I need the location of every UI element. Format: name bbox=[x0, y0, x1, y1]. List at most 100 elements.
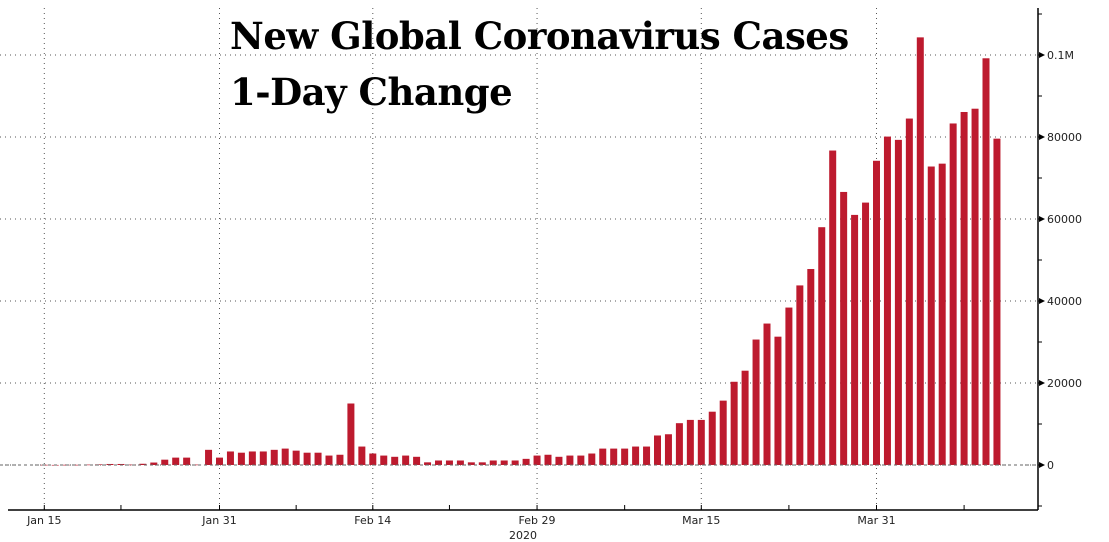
bar bbox=[194, 464, 202, 466]
bar bbox=[183, 457, 191, 465]
bar bbox=[478, 462, 486, 465]
bar bbox=[73, 464, 81, 466]
bar bbox=[993, 138, 1001, 465]
bar bbox=[916, 37, 924, 466]
bar bbox=[807, 269, 815, 465]
bar bbox=[643, 446, 651, 465]
bar bbox=[851, 214, 859, 465]
bar bbox=[281, 448, 289, 465]
y-axis-labels: 0 20000 40000 60000 80000 0.1M bbox=[1039, 49, 1082, 472]
bar bbox=[533, 455, 541, 465]
bar bbox=[971, 108, 979, 466]
y-tick-label: 40000 bbox=[1047, 295, 1082, 308]
bar bbox=[314, 452, 322, 465]
chart-subtitle: 1-Day Change bbox=[230, 70, 513, 114]
bar bbox=[259, 451, 267, 465]
bar bbox=[555, 456, 563, 465]
bar bbox=[588, 453, 596, 465]
y-tick-arrow-icon bbox=[1039, 52, 1045, 58]
bar bbox=[708, 411, 716, 465]
bar bbox=[796, 285, 804, 465]
bar bbox=[697, 419, 705, 465]
bar bbox=[632, 446, 640, 465]
chart-title: New Global Coronavirus Cases bbox=[230, 14, 849, 58]
bar bbox=[905, 118, 913, 466]
bar bbox=[982, 58, 990, 465]
y-tick-label: 60000 bbox=[1047, 213, 1082, 226]
bar bbox=[511, 460, 519, 465]
bar bbox=[675, 423, 683, 465]
bar bbox=[325, 455, 333, 465]
bar bbox=[424, 462, 432, 465]
bar bbox=[730, 381, 738, 465]
bar bbox=[577, 455, 585, 465]
bar bbox=[467, 462, 475, 465]
bar bbox=[883, 136, 891, 465]
bars bbox=[40, 37, 1001, 466]
bar bbox=[369, 453, 377, 465]
bar bbox=[840, 191, 848, 465]
bar bbox=[873, 160, 880, 465]
bar bbox=[741, 370, 749, 465]
bar bbox=[128, 464, 136, 466]
bar bbox=[205, 449, 213, 465]
bar bbox=[237, 452, 245, 465]
bar bbox=[686, 419, 694, 465]
bar bbox=[402, 455, 410, 465]
x-tick-label: Mar 15 bbox=[682, 514, 720, 527]
bar bbox=[292, 450, 300, 465]
bar bbox=[774, 336, 782, 465]
x-tick-label: Jan 31 bbox=[201, 514, 236, 527]
bar bbox=[894, 139, 902, 465]
year-label: 2020 bbox=[509, 529, 537, 542]
bar bbox=[818, 227, 826, 465]
x-tick-label: Feb 14 bbox=[354, 514, 391, 527]
bar bbox=[522, 458, 530, 465]
bar bbox=[347, 403, 355, 465]
bar bbox=[216, 457, 223, 465]
bar bbox=[226, 451, 234, 465]
y-tick-arrow-icon bbox=[1039, 134, 1045, 140]
bar bbox=[621, 448, 629, 465]
x-tick-label: Mar 31 bbox=[857, 514, 895, 527]
y-tick-arrow-icon bbox=[1039, 216, 1045, 222]
bar bbox=[610, 448, 618, 465]
bar bbox=[719, 400, 727, 465]
bar bbox=[862, 202, 870, 465]
y-tick-arrow-icon bbox=[1039, 298, 1045, 304]
bar bbox=[413, 456, 421, 465]
bar bbox=[150, 462, 158, 465]
bar bbox=[303, 452, 311, 465]
bar bbox=[172, 457, 180, 465]
x-axis-labels: Jan 15 Jan 31 Feb 14 Feb 29 Mar 15 Mar 31 bbox=[26, 514, 896, 527]
bar bbox=[117, 463, 125, 465]
bar bbox=[654, 435, 661, 465]
bar bbox=[95, 464, 103, 465]
bar bbox=[84, 464, 92, 466]
y-tick-arrow-icon bbox=[1039, 462, 1045, 468]
bar bbox=[829, 150, 837, 465]
y-tick-label: 0 bbox=[1047, 459, 1054, 472]
bar bbox=[456, 460, 464, 465]
bar bbox=[960, 111, 968, 466]
bar bbox=[139, 463, 147, 465]
bar bbox=[161, 459, 169, 465]
bar bbox=[380, 455, 388, 465]
bar bbox=[336, 454, 344, 465]
x-tick-label: Feb 29 bbox=[519, 514, 556, 527]
bar bbox=[566, 455, 574, 465]
bar bbox=[248, 451, 256, 465]
y-tick-label: 80000 bbox=[1047, 131, 1082, 144]
bar bbox=[106, 463, 114, 465]
bar bbox=[489, 460, 497, 465]
bar bbox=[949, 123, 957, 465]
x-tick-label: Jan 15 bbox=[26, 514, 61, 527]
bar bbox=[435, 460, 442, 465]
bar bbox=[270, 449, 278, 465]
bar bbox=[664, 434, 672, 465]
bar bbox=[544, 454, 552, 465]
axes bbox=[0, 8, 1042, 511]
grid-lines bbox=[0, 8, 1038, 510]
bar bbox=[500, 460, 508, 465]
